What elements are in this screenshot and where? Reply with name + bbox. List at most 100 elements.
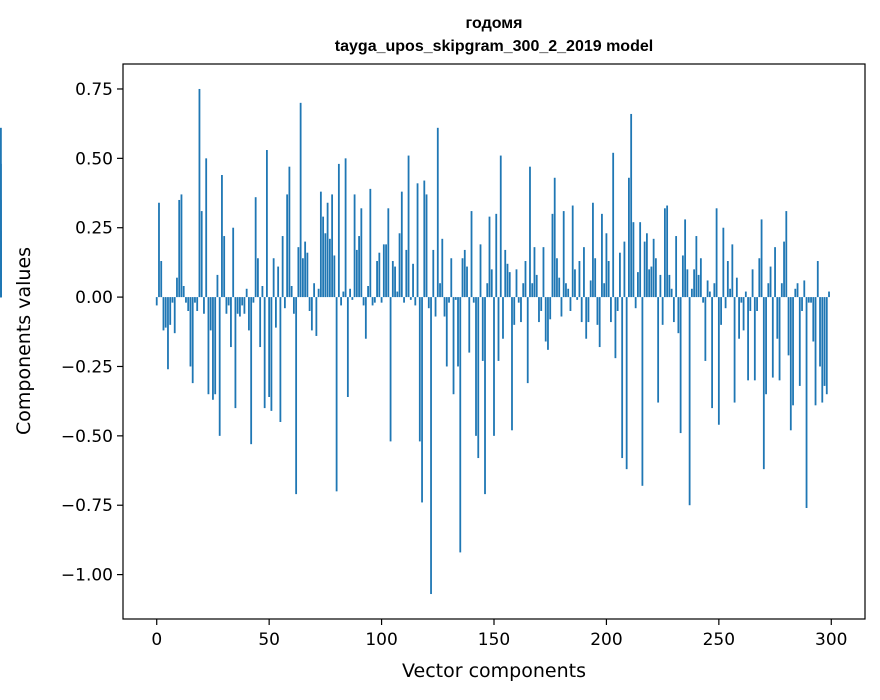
bar [198,88,201,298]
bar [722,227,725,298]
bar [360,208,363,298]
bar [257,258,259,298]
bar [659,274,662,298]
bar [369,188,372,298]
bar [677,297,680,334]
bar [454,297,457,300]
bar [182,286,185,298]
y-tick-label: −1.00 [61,566,113,586]
bar [789,297,792,431]
bar [612,152,615,298]
y-tick-label: −0.50 [61,427,113,447]
bar [628,177,630,298]
bar [351,297,354,300]
bar [740,297,743,303]
y-tick-label: −0.75 [61,496,113,516]
bar [663,208,666,298]
bar [337,163,340,298]
bar [547,297,549,350]
bar [601,213,603,298]
bar [520,297,522,323]
bar [376,261,378,298]
bar [171,297,174,303]
bar [479,244,482,298]
bar [288,166,291,298]
bar [241,297,244,306]
bar [416,183,419,298]
bar [657,297,660,403]
bar [661,297,664,325]
bar [346,297,349,397]
bar [621,297,624,459]
bar [259,297,262,348]
bar [162,297,165,331]
bar [283,297,286,309]
bar [742,297,745,331]
bar [497,297,500,361]
bar [603,283,606,298]
bar [823,297,826,386]
bar [409,297,412,300]
bar [753,297,756,381]
bar [279,297,282,422]
bar [230,297,232,348]
bar [301,258,304,298]
bar [367,286,369,298]
bar [250,297,253,445]
bar [218,297,221,436]
bar [630,113,633,298]
bar [394,266,396,298]
bar [506,263,509,298]
bar [407,155,410,298]
bar [744,291,747,298]
bar [686,269,689,298]
x-axis-ticks: 0 50 100 150 200 250 300 [151,619,847,650]
bar [205,158,208,298]
bar [693,269,696,298]
bar [191,297,194,384]
bar [387,208,390,298]
bar [470,211,473,298]
bar [668,274,671,298]
bar [605,233,608,298]
bar [625,297,628,470]
bar [551,213,554,298]
bar [452,297,455,395]
bar [286,194,289,298]
bar [596,297,599,325]
bar [362,297,365,306]
bar [254,197,257,298]
bar [326,202,329,298]
bar [623,241,626,298]
bar [490,269,493,298]
bar [634,297,637,309]
bar [176,277,178,298]
bar [684,219,687,298]
chart-title-line-1: годомя [466,15,523,32]
bar [562,211,565,298]
bar [207,297,210,395]
bar [450,258,453,298]
bar [715,208,718,298]
bar [578,261,581,298]
bar [542,247,545,298]
bar [796,283,799,298]
bar [801,297,803,311]
bar [778,297,781,381]
bar [592,202,594,298]
bar [342,291,345,298]
y-tick-label: 0.75 [75,80,113,100]
bar [221,175,223,298]
bar [643,241,646,298]
bar [783,241,785,298]
bar [270,297,273,411]
bar [304,241,307,298]
bar [396,291,399,298]
bar [475,297,477,436]
bar [306,252,309,298]
bar [706,280,709,298]
bar [690,288,693,298]
bar [194,297,196,303]
bar [637,272,639,298]
bar [619,252,621,298]
